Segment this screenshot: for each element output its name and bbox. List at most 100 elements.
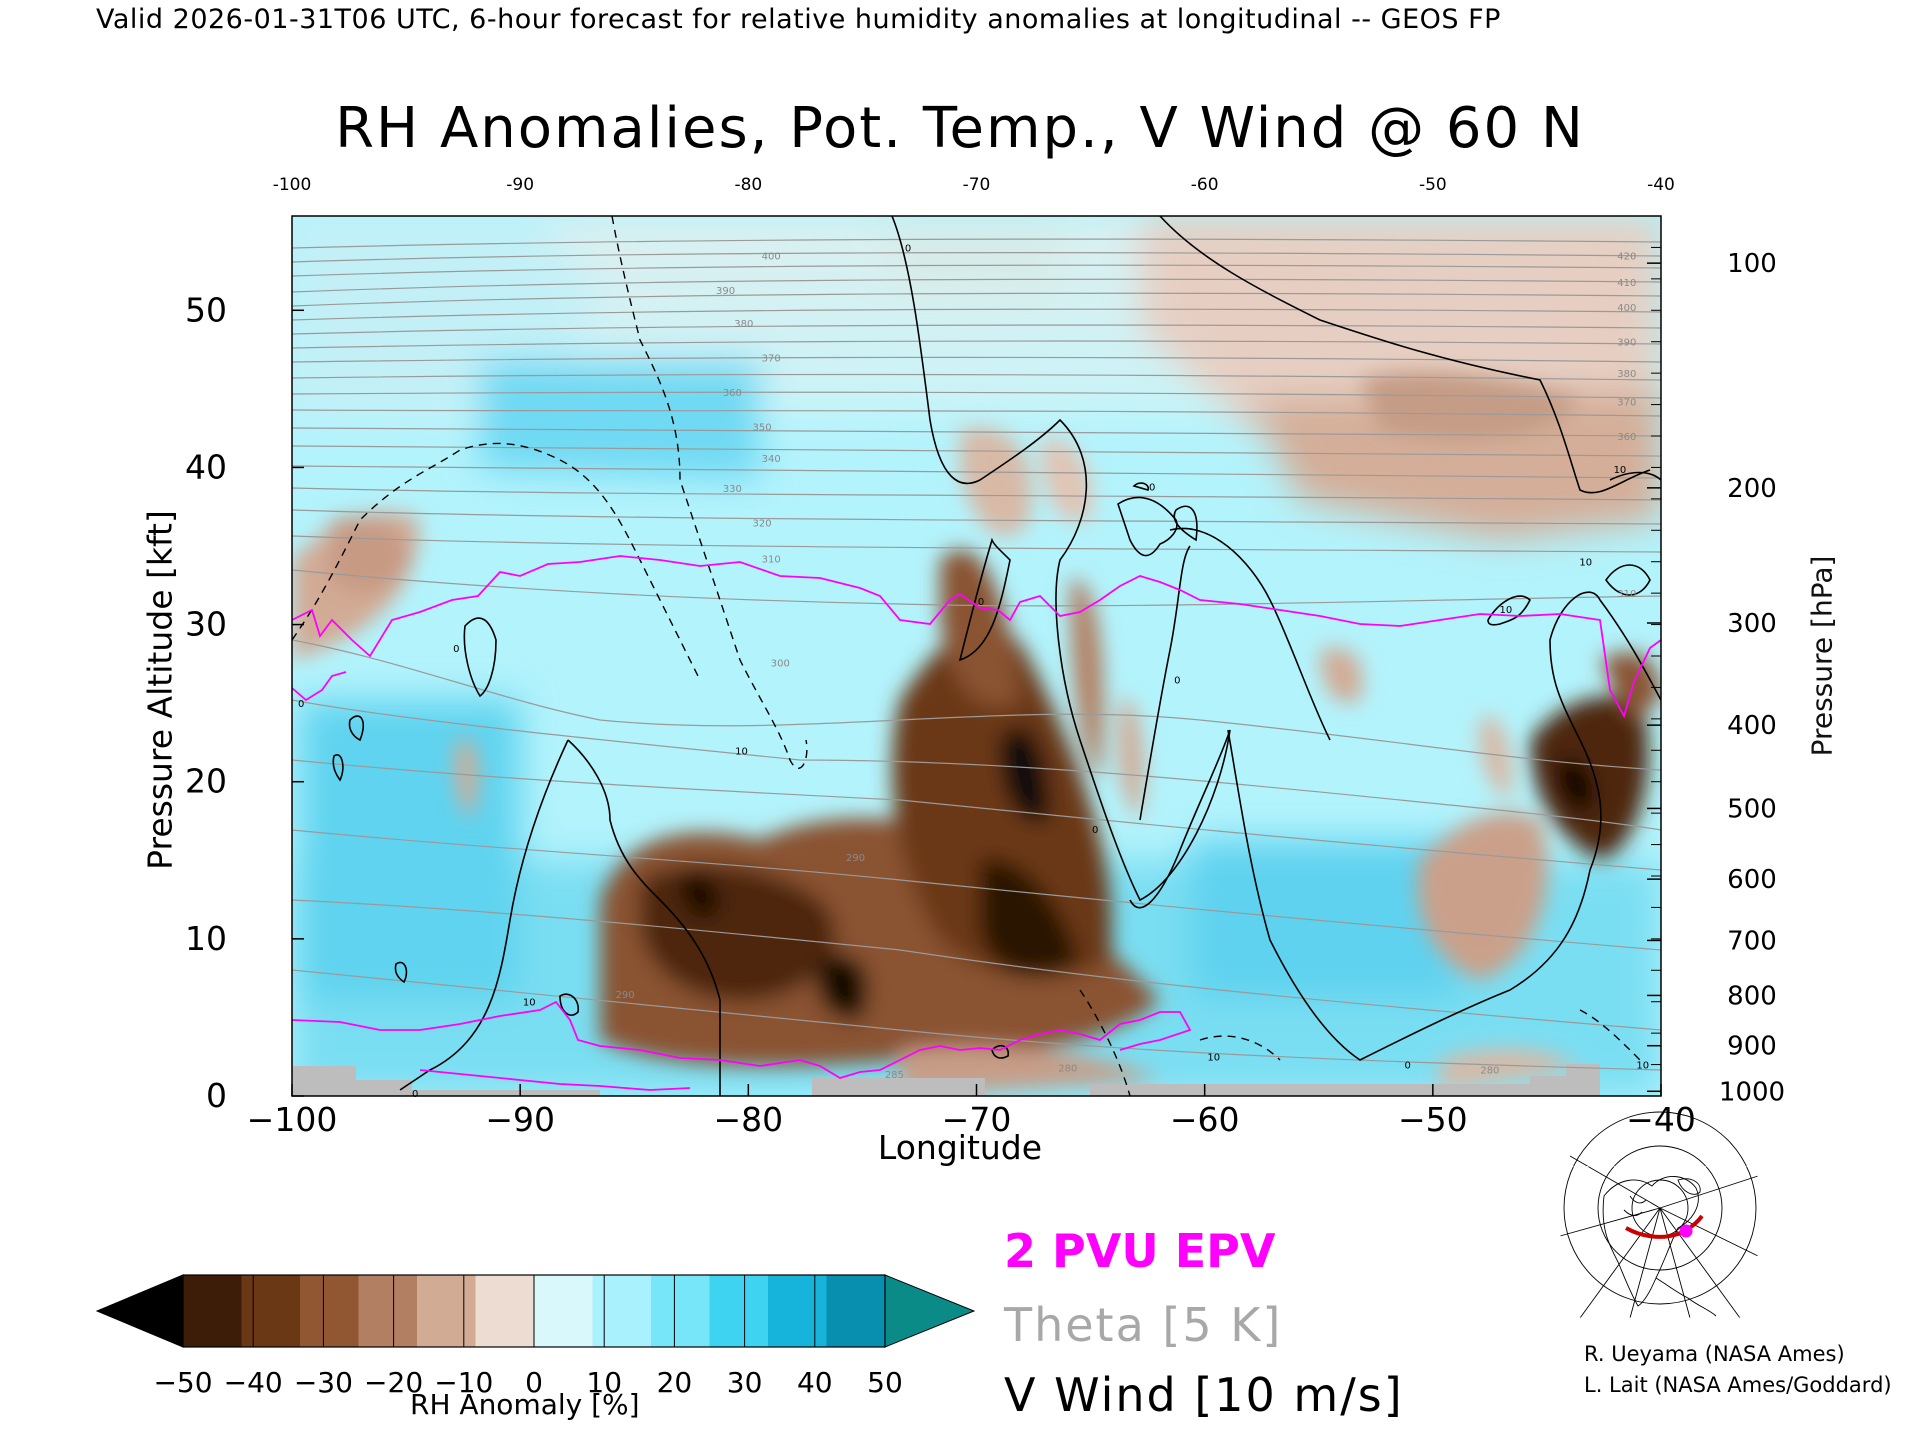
pressure-tick-label: 700 [1727, 926, 1777, 956]
y-tick-label: 0 [206, 1076, 227, 1115]
vwind-label: 0 [978, 597, 984, 608]
vwind-label: 10 [1207, 1053, 1220, 1064]
colorbar-label: RH Anomaly [%] [410, 1388, 640, 1421]
theta-label: 380 [734, 319, 753, 330]
colorbar-segment [534, 1275, 593, 1347]
pressure-axis-ticks: 100 200 300 400 500 600 700 800 900 1000 [1647, 249, 1785, 1107]
vwind-label: 10 [1636, 1061, 1649, 1072]
pressure-tick-label: 1000 [1719, 1077, 1785, 1107]
theta-label: 380 [1617, 369, 1636, 380]
colorbar-tick-label: 50 [867, 1366, 903, 1399]
theta-label: 370 [762, 353, 781, 364]
colorbar-segment [300, 1275, 359, 1347]
theta-label: 400 [762, 251, 781, 262]
theta-label: 290 [616, 990, 635, 1001]
theta-label: 420 [1617, 251, 1636, 262]
x-tick-label: −90 [485, 1100, 555, 1139]
colorbar-tick-label: −50 [153, 1366, 212, 1399]
top-tick-label: -70 [963, 175, 991, 195]
chart-title: RH Anomalies, Pot. Temp., V Wind @ 60 N [335, 96, 1585, 161]
vwind-label: 0 [412, 1089, 418, 1100]
colorbar: −50 −40 −30 −20 −10 0 10 20 30 40 50 [95, 1274, 976, 1399]
top-tick-label: -40 [1647, 175, 1675, 195]
colorbar-tick-label: 20 [657, 1366, 693, 1399]
pressure-tick-label: 900 [1727, 1032, 1777, 1062]
theta-label: 300 [771, 658, 790, 669]
theta-label: 390 [1617, 338, 1636, 349]
pressure-tick-label: 600 [1727, 865, 1777, 895]
theta-label: 310 [1617, 589, 1636, 600]
vwind-labels: 0 10 10 0 0 0 0 0 10 0 10 10 10 10 0 0 [298, 243, 1649, 1099]
vwind-label: 10 [523, 998, 536, 1009]
theta-labels: 400 390 380 370 360 350 340 330 320 310 300 420 410 4… [616, 251, 1637, 1081]
y-tick-label: 30 [185, 605, 227, 644]
v-wind-negative-contours [292, 216, 1641, 1096]
vwind-label: 0 [905, 243, 911, 254]
theta-label: 290 [846, 853, 865, 864]
theta-label: 390 [716, 286, 735, 297]
theta-label: 340 [762, 454, 781, 465]
vwind-label: 10 [735, 746, 748, 757]
x-axis-ticks: −100 −90 −80 −70 −60 −50 −40 [247, 1084, 1696, 1139]
pressure-tick-label: 100 [1727, 249, 1777, 279]
y-tick-label: 20 [185, 762, 227, 801]
y-tick-label: 40 [185, 447, 227, 486]
vwind-label: 0 [298, 699, 304, 710]
theta-label: 320 [752, 518, 771, 529]
colorbar-segment [651, 1275, 710, 1347]
x-tick-label: −70 [942, 1100, 1012, 1139]
x-tick-label: −80 [714, 1100, 784, 1139]
colorbar-tick-label: 40 [797, 1366, 833, 1399]
vwind-label: 0 [1092, 825, 1098, 836]
vwind-label: 10 [1499, 605, 1512, 616]
pressure-tick-label: 300 [1727, 609, 1777, 639]
top-tick-label: -100 [273, 175, 312, 195]
vwind-label: 0 [453, 644, 459, 655]
locator-map [1559, 1111, 1759, 1319]
top-tick-label: -90 [506, 175, 534, 195]
colorbar-segment [475, 1275, 535, 1347]
credit-line-2: L. Lait (NASA Ames/Goddard) [1584, 1373, 1892, 1397]
legend-vwind: V Wind [10 m/s] [1004, 1368, 1404, 1422]
legend-theta: Theta [5 K] [1004, 1298, 1283, 1352]
top-tick-label: -60 [1191, 175, 1219, 195]
x-tick-label: −60 [1170, 1100, 1240, 1139]
top-tick-label: -80 [734, 175, 762, 195]
vwind-label: 10 [1579, 558, 1592, 569]
vwind-label: 10 [1614, 465, 1627, 476]
top-axis-ticks: -100 -90 -80 -70 -60 -50 -40 [273, 175, 1675, 195]
theta-label: 310 [762, 555, 781, 566]
theta-label: 285 [885, 1070, 904, 1081]
pressure-tick-label: 800 [1727, 981, 1777, 1011]
colorbar-tick-label: −10 [434, 1366, 493, 1399]
theta-label: 330 [723, 484, 742, 495]
theta-label: 370 [1617, 397, 1636, 408]
colorbar-under-triangle [95, 1274, 184, 1348]
legend-pvu: 2 PVU EPV [1004, 1224, 1276, 1278]
header-text: Valid 2026-01-31T06 UTC, 6-hour forecast… [96, 4, 1501, 35]
theta-label: 410 [1617, 278, 1636, 289]
theta-label: 280 [1480, 1065, 1499, 1076]
y-axis-ticks: 0 10 20 30 40 50 [185, 246, 1661, 1115]
colorbar-tick-label: 0 [525, 1366, 543, 1399]
pressure-tick-label: 400 [1727, 711, 1777, 741]
theta-label: 350 [752, 423, 771, 434]
colorbar-tick-label: 30 [727, 1366, 763, 1399]
colorbar-tick-label: −30 [294, 1366, 353, 1399]
y-tick-label: 50 [185, 290, 227, 329]
colorbar-tick-label: 10 [586, 1366, 622, 1399]
pressure-tick-label: 500 [1727, 794, 1777, 824]
colorbar-segment [183, 1275, 242, 1347]
colorbar-segment [826, 1275, 886, 1347]
v-wind-contours [332, 216, 1661, 1096]
colorbar-segment [417, 1275, 476, 1347]
vwind-label: 0 [1149, 482, 1155, 493]
theta-label: 360 [723, 388, 742, 399]
colorbar-segment [241, 1275, 301, 1347]
colorbar-segment [592, 1275, 652, 1347]
theta-label: 360 [1617, 432, 1636, 443]
x-tick-label: −40 [1626, 1100, 1696, 1139]
colorbar-over-triangle [884, 1274, 976, 1348]
rh-anomaly-field [292, 216, 1661, 1096]
